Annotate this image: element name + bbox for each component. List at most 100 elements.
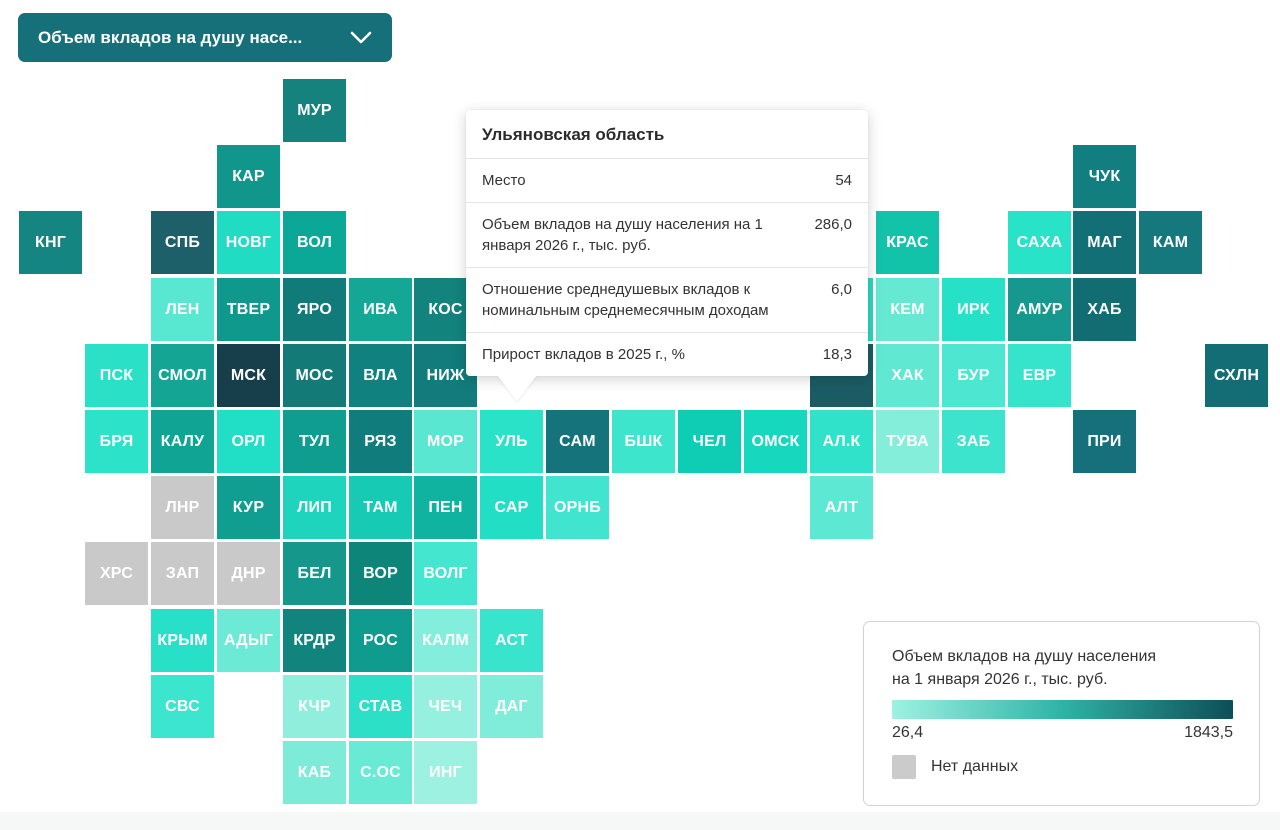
region-tile[interactable]: КУР [217, 476, 280, 539]
region-tile[interactable]: СТАВ [349, 675, 412, 738]
region-tile[interactable]: ПСК [85, 344, 148, 407]
region-tile[interactable]: ЗАБ [942, 410, 1005, 473]
region-tile[interactable]: ДНР [217, 542, 280, 605]
region-tile[interactable]: КАМ [1139, 211, 1202, 274]
region-tile[interactable]: СХЛН [1205, 344, 1268, 407]
region-tile[interactable]: СМОЛ [151, 344, 214, 407]
region-tile[interactable]: ДАГ [480, 675, 543, 738]
tooltip-row-value: 54 [835, 172, 852, 189]
region-tile-label: ЯРО [296, 300, 332, 318]
metric-dropdown[interactable]: Объем вкладов на душу насе... [18, 13, 392, 62]
region-tile-label: КРЫМ [157, 631, 208, 649]
region-tile[interactable]: ЛНР [151, 476, 214, 539]
region-tile[interactable]: НОВГ [217, 211, 280, 274]
region-tile[interactable]: ПЕН [414, 476, 477, 539]
region-tile[interactable]: ТУЛ [283, 410, 346, 473]
tooltip-pointer [497, 375, 537, 401]
legend-no-data: Нет данных [892, 755, 1233, 779]
tooltip-row-label: Место [482, 172, 526, 189]
region-tile[interactable]: ЛЕН [151, 278, 214, 341]
region-tile-label: КАР [232, 167, 265, 185]
region-tile-label: ДНР [231, 564, 266, 582]
region-tile[interactable]: РЯЗ [349, 410, 412, 473]
region-tile[interactable]: ОРЛ [217, 410, 280, 473]
region-tile[interactable]: КАБ [283, 741, 346, 804]
region-tile[interactable]: БУР [942, 344, 1005, 407]
region-tile[interactable]: БРЯ [85, 410, 148, 473]
region-tile[interactable]: АЛТ [810, 476, 873, 539]
region-tile[interactable]: ЯРО [283, 278, 346, 341]
region-tile[interactable]: МОР [414, 410, 477, 473]
region-tile-label: ХАБ [1087, 300, 1122, 318]
region-tile[interactable]: МСК [217, 344, 280, 407]
region-tile[interactable]: МУР [283, 79, 346, 142]
region-tile[interactable]: ВОЛГ [414, 542, 477, 605]
region-tile[interactable]: КАЛУ [151, 410, 214, 473]
region-tile[interactable]: РОС [349, 609, 412, 672]
region-tile[interactable]: КАЛМ [414, 609, 477, 672]
region-tile[interactable]: ВОЛ [283, 211, 346, 274]
region-tile[interactable]: СВС [151, 675, 214, 738]
region-tile[interactable]: САР [480, 476, 543, 539]
region-tile[interactable]: БЕЛ [283, 542, 346, 605]
region-tile-label: ЛНР [165, 498, 200, 516]
region-tile[interactable]: ХАБ [1073, 278, 1136, 341]
region-tile-label: ТАМ [363, 498, 398, 516]
region-tile[interactable]: ИНГ [414, 741, 477, 804]
region-tile[interactable]: СПБ [151, 211, 214, 274]
region-tile-label: ПЕН [428, 498, 463, 516]
region-tile-label: АЛТ [824, 498, 859, 516]
region-tile-label: БРЯ [99, 432, 134, 450]
region-tile-label: РЯЗ [364, 432, 397, 450]
region-tile[interactable]: ЗАП [151, 542, 214, 605]
region-tile-label: ВОЛ [296, 233, 333, 251]
region-tile[interactable]: САМ [546, 410, 609, 473]
region-tile[interactable]: АМУР [1008, 278, 1071, 341]
region-tile[interactable]: ИВА [349, 278, 412, 341]
region-tile-label: КЧР [298, 697, 331, 715]
region-tile-label: ВОР [363, 564, 398, 582]
page-footer-strip [0, 812, 1280, 830]
region-tile[interactable]: ХРС [85, 542, 148, 605]
region-tile[interactable]: БШК [612, 410, 675, 473]
region-tile[interactable]: МАГ [1073, 211, 1136, 274]
region-tile[interactable]: АДЫГ [217, 609, 280, 672]
region-tile[interactable]: УЛЬ [480, 410, 543, 473]
region-tile[interactable]: КРАС [876, 211, 939, 274]
region-tile[interactable]: АЛ.К [810, 410, 873, 473]
region-tile[interactable]: ВЛА [349, 344, 412, 407]
region-tile[interactable]: ТВЕР [217, 278, 280, 341]
region-tile[interactable]: ОМСК [744, 410, 807, 473]
region-tile-label: ИНГ [429, 763, 462, 781]
region-tile[interactable]: С.ОС [349, 741, 412, 804]
region-tile-label: ОРНБ [554, 498, 601, 516]
tooltip-row-value: 286,0 [814, 216, 852, 233]
region-tile[interactable]: ИРК [942, 278, 1005, 341]
legend-title-line1: Объем вкладов на душу населения [892, 648, 1157, 665]
region-tile[interactable]: ЕВР [1008, 344, 1071, 407]
region-tile[interactable]: ТАМ [349, 476, 412, 539]
legend-title: Объем вкладов на душу населения на 1 янв… [892, 645, 1233, 691]
region-tile[interactable]: КАР [217, 145, 280, 208]
region-tile[interactable]: КЧР [283, 675, 346, 738]
region-tile[interactable]: ЧУК [1073, 145, 1136, 208]
region-tile[interactable]: МОС [283, 344, 346, 407]
region-tile[interactable]: КРДР [283, 609, 346, 672]
region-tile[interactable]: САХА [1008, 211, 1071, 274]
region-tile[interactable]: АСТ [480, 609, 543, 672]
region-tile[interactable]: ПРИ [1073, 410, 1136, 473]
region-tile-label: ИВА [363, 300, 398, 318]
legend-gradient-bar [892, 700, 1233, 719]
region-tile[interactable]: ВОР [349, 542, 412, 605]
region-tile[interactable]: ХАК [876, 344, 939, 407]
region-tile[interactable]: КЕМ [876, 278, 939, 341]
region-tile[interactable]: ЧЕЛ [678, 410, 741, 473]
region-tile[interactable]: ЧЕЧ [414, 675, 477, 738]
tooltip-row-deposits: Объем вкладов на душу населения на 1 янв… [466, 202, 868, 267]
region-tile-label: ЧУК [1088, 167, 1121, 185]
region-tile[interactable]: КРЫМ [151, 609, 214, 672]
region-tile[interactable]: КНГ [19, 211, 82, 274]
region-tile[interactable]: ОРНБ [546, 476, 609, 539]
region-tile[interactable]: ТУВА [876, 410, 939, 473]
region-tile[interactable]: ЛИП [283, 476, 346, 539]
